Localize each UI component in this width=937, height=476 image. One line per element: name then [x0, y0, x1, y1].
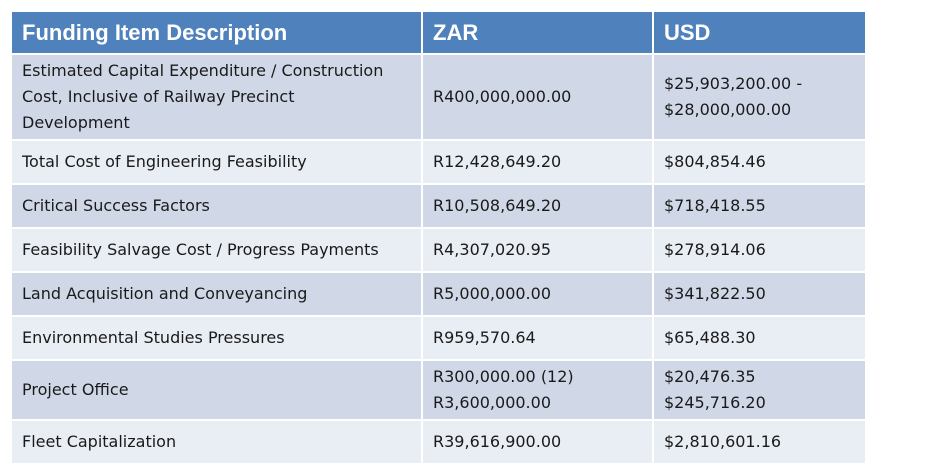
table-row: Environmental Studies Pressures R959,570.…: [10, 315, 867, 361]
cell-description-line: Project Office: [22, 380, 129, 399]
cell-description: Critical Success Factors: [10, 183, 423, 229]
cell-description-line: Total Cost of Engineering Feasibility: [22, 152, 307, 171]
cell-usd: $341,822.50: [652, 271, 867, 317]
cell-zar-line: R12,428,649.20: [433, 152, 562, 171]
header-usd: USD: [652, 10, 867, 55]
cell-usd-line: $65,488.30: [664, 328, 756, 347]
cell-usd: $2,810,601.16: [652, 419, 867, 465]
cell-description: Feasibility Salvage Cost / Progress Paym…: [10, 227, 423, 273]
cell-zar-line: R5,000,000.00: [433, 284, 551, 303]
cell-zar-line: R39,616,900.00: [433, 432, 562, 451]
cell-description-line: Estimated Capital Expenditure / Construc…: [22, 61, 384, 80]
cell-zar-line: R4,307,020.95: [433, 240, 551, 259]
cell-zar-line: R400,000,000.00: [433, 87, 572, 106]
cell-usd: $20,476.35 $245,716.20: [652, 359, 867, 421]
cell-description-line: Land Acquisition and Conveyancing: [22, 284, 308, 303]
header-description: Funding Item Description: [10, 10, 423, 55]
cell-usd: $65,488.30: [652, 315, 867, 361]
cell-zar: R300,000.00 (12) R3,600,000.00: [421, 359, 654, 421]
cell-zar: R4,307,020.95: [421, 227, 654, 273]
cell-usd: $25,903,200.00 - $28,000,000.00: [652, 53, 867, 141]
cell-zar-line: R10,508,649.20: [433, 196, 562, 215]
cell-description-line: Environmental Studies Pressures: [22, 328, 285, 347]
cell-usd-line: $718,418.55: [664, 196, 766, 215]
cell-description: Environmental Studies Pressures: [10, 315, 423, 361]
table-row: Project Office R300,000.00 (12) R3,600,000…: [10, 359, 867, 421]
cell-description: Land Acquisition and Conveyancing: [10, 271, 423, 317]
cell-zar: R39,616,900.00: [421, 419, 654, 465]
table-row: Land Acquisition and Conveyancing R5,000,…: [10, 271, 867, 317]
cell-description-line: Critical Success Factors: [22, 196, 210, 215]
cell-description: Estimated Capital Expenditure / Construc…: [10, 53, 423, 141]
cell-zar-line: R3,600,000.00: [433, 393, 551, 412]
cell-description: Total Cost of Engineering Feasibility: [10, 139, 423, 185]
table-row: Fleet Capitalization R39,616,900.00 $2,810…: [10, 419, 867, 465]
cell-usd-line: $28,000,000.00: [664, 100, 792, 119]
cell-description-line: Fleet Capitalization: [22, 432, 177, 451]
cell-zar: R10,508,649.20: [421, 183, 654, 229]
table-row: Estimated Capital Expenditure / Construc…: [10, 53, 867, 141]
cell-description-line: Feasibility Salvage Cost / Progress Paym…: [22, 240, 379, 259]
table-row: Critical Success Factors R10,508,649.20 $7…: [10, 183, 867, 229]
cell-zar-line: R300,000.00 (12): [433, 367, 574, 386]
table-row: Total Cost of Engineering Feasibility R12…: [10, 139, 867, 185]
cell-zar: R959,570.64: [421, 315, 654, 361]
cell-description-line: Development: [22, 113, 130, 132]
cell-description: Project Office: [10, 359, 423, 421]
cell-usd: $718,418.55: [652, 183, 867, 229]
table-header-row: Funding Item Description ZAR USD: [10, 10, 867, 55]
cell-usd-line: $804,854.46: [664, 152, 766, 171]
cell-description: Fleet Capitalization: [10, 419, 423, 465]
cell-usd-line: $20,476.35: [664, 367, 756, 386]
cell-description-line: Cost, Inclusive of Railway Precinct: [22, 87, 295, 106]
cell-zar: R400,000,000.00: [421, 53, 654, 141]
cell-zar-line: R959,570.64: [433, 328, 536, 347]
cell-usd-line: $245,716.20: [664, 393, 766, 412]
cell-zar: R5,000,000.00: [421, 271, 654, 317]
cell-usd: $804,854.46: [652, 139, 867, 185]
cell-usd-line: $341,822.50: [664, 284, 766, 303]
cell-zar: R12,428,649.20: [421, 139, 654, 185]
cell-usd-line: $2,810,601.16: [664, 432, 782, 451]
table-body: Estimated Capital Expenditure / Construc…: [10, 53, 867, 465]
funding-table: Funding Item Description ZAR USD Estimat…: [10, 10, 867, 465]
cell-usd: $278,914.06: [652, 227, 867, 273]
cell-usd-line: $25,903,200.00 -: [664, 74, 803, 93]
cell-usd-line: $278,914.06: [664, 240, 766, 259]
header-zar: ZAR: [421, 10, 654, 55]
table-row: Feasibility Salvage Cost / Progress Paym…: [10, 227, 867, 273]
